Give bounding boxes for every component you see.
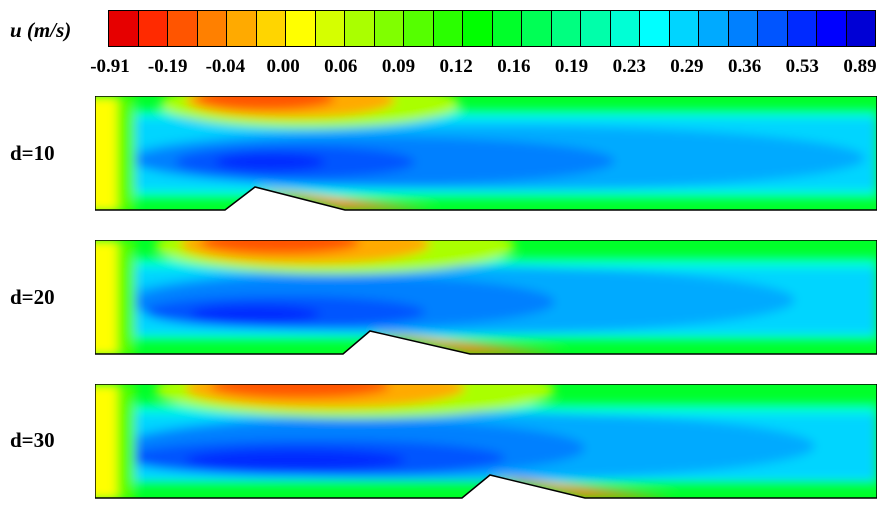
colorbar-swatch	[728, 11, 758, 46]
colorbar-swatch	[522, 11, 552, 46]
colorbar-swatch	[581, 11, 611, 46]
colorbar-tick-label: -0.04	[205, 56, 246, 77]
colorbar-tick-label: 0.00	[266, 56, 300, 77]
colorbar-swatch	[699, 11, 729, 46]
colorbar-swatch	[758, 11, 788, 46]
contour-panel-d10	[95, 96, 877, 212]
case-label-d20: d=20	[10, 285, 55, 309]
colorbar-swatch	[610, 11, 640, 46]
case-label-d10: d=10	[10, 141, 55, 165]
colorbar-swatch	[817, 11, 847, 46]
colorbar-swatch	[315, 11, 345, 46]
colorbar-tick-label: 0.23	[612, 56, 646, 77]
colorbar-tick-label: -0.91	[90, 56, 130, 77]
colorbar-tick-label: 0.12	[439, 56, 473, 77]
colorbar-tick-labels: -0.91 -0.19 -0.04 0.00 0.06 0.09 0.12 0.16 0.19 0…	[88, 56, 888, 80]
colorbar-swatch	[197, 11, 227, 46]
colorbar-tick-label: 0.09	[381, 56, 416, 77]
colorbar-swatch	[286, 11, 316, 46]
legend-title: u (m/s)	[10, 18, 72, 42]
colorbar-swatch	[463, 11, 493, 46]
colorbar-tick-label: 0.16	[497, 56, 531, 77]
colorbar-swatch	[640, 11, 670, 46]
colorbar-swatch	[551, 11, 581, 46]
colorbar-swatch	[138, 11, 168, 46]
colorbar-swatch	[168, 11, 198, 46]
colorbar-tick-label: 0.29	[670, 56, 704, 77]
colorbar-swatch	[433, 11, 463, 46]
colorbar-swatch	[256, 11, 286, 46]
colorbar-tick-label: 0.53	[785, 56, 819, 77]
colorbar-swatch	[345, 11, 375, 46]
colorbar-swatch	[846, 11, 875, 46]
colorbar-swatch	[492, 11, 522, 46]
contour-panel-d30	[95, 384, 877, 500]
colorbar-swatch	[109, 11, 139, 46]
colorbar-tick-label: 0.36	[727, 56, 762, 77]
case-label-d30: d=30	[10, 428, 55, 452]
colorbar-tick-label: 0.19	[554, 56, 589, 77]
colorbar-swatch	[227, 11, 257, 46]
colorbar-swatch	[404, 11, 434, 46]
colorbar-swatch	[787, 11, 817, 46]
colorbar-tick-label: -0.19	[147, 56, 188, 77]
colorbar-tick-label: 0.89	[843, 56, 877, 77]
colorbar-swatch	[669, 11, 699, 46]
colorbar-swatch	[374, 11, 404, 46]
colorbar	[108, 10, 876, 47]
contour-panel-d20	[95, 240, 877, 356]
colorbar-tick-label: 0.06	[324, 56, 358, 77]
